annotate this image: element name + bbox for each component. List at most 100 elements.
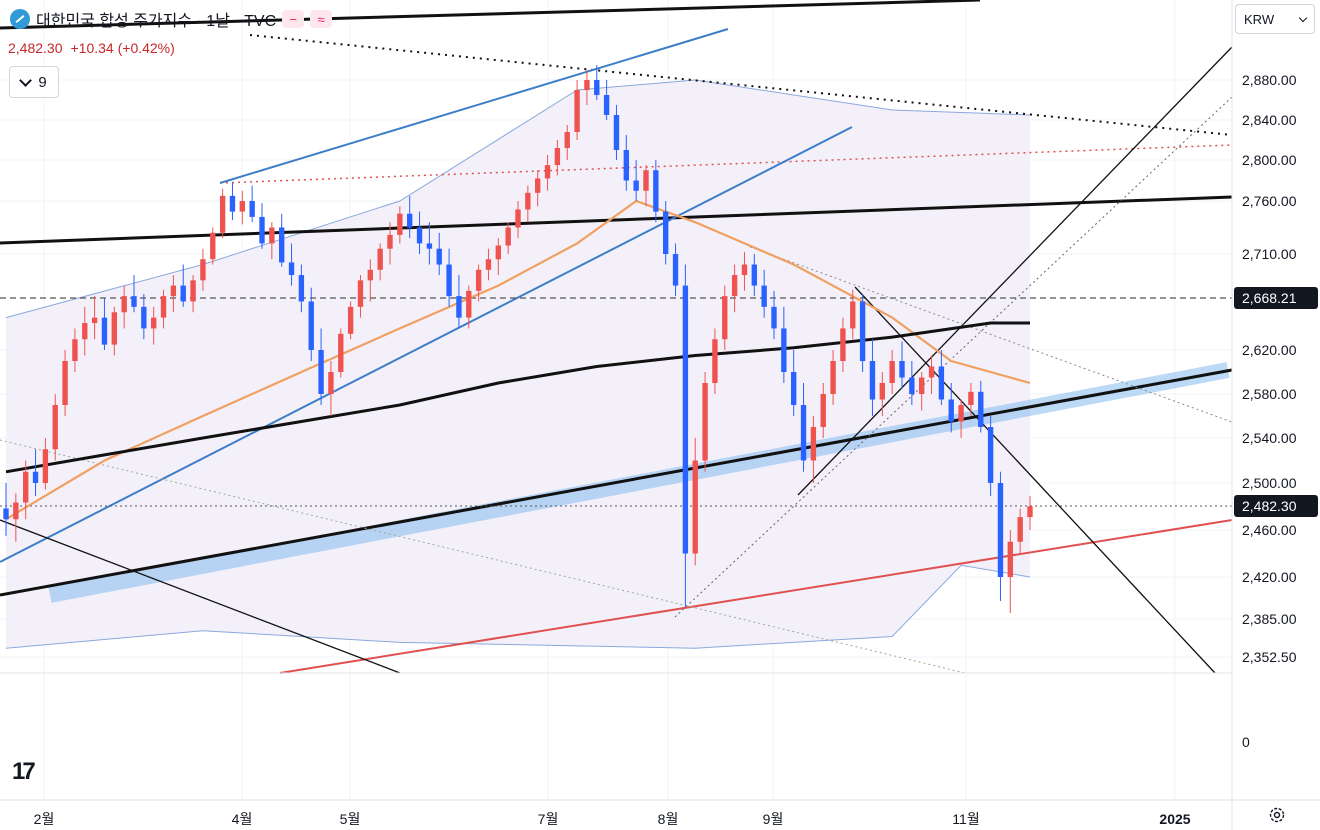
currency-label: KRW xyxy=(1244,11,1275,27)
settings-gear-icon[interactable] xyxy=(1268,806,1286,824)
candle-body xyxy=(111,312,117,345)
price-tick-label: 2,420.00 xyxy=(1242,569,1297,585)
candle-body xyxy=(160,296,167,318)
candle-body xyxy=(288,262,295,276)
candle-body xyxy=(653,170,659,212)
candle-body xyxy=(42,449,49,483)
indicators-collapse-button[interactable]: 9 xyxy=(9,66,59,98)
price-tick-label: 2,540.00 xyxy=(1242,430,1297,446)
price-tick-label: 2,800.00 xyxy=(1242,152,1297,168)
candle-body xyxy=(269,227,275,244)
symbol-title[interactable]: 대한민국 합성 주가지수 · 1날 · TVC xyxy=(36,13,277,30)
candle-body xyxy=(387,234,393,249)
price-tick-label: 2,352.50 xyxy=(1242,649,1297,665)
candle-body xyxy=(456,296,462,318)
candle-body xyxy=(200,259,206,281)
candle-body xyxy=(505,227,511,246)
candle-body xyxy=(791,372,797,405)
price-label-text: 2,482.30 xyxy=(1242,498,1297,514)
candle-body xyxy=(928,366,935,378)
candle-body xyxy=(121,296,127,313)
price-tick-label: 2,880.00 xyxy=(1242,72,1297,88)
candle-body xyxy=(475,269,482,291)
price-tick-label: 2,760.00 xyxy=(1242,193,1297,209)
time-tick-label: 7월 xyxy=(538,811,559,827)
black-thin-line-up xyxy=(797,46,1233,496)
candle-body xyxy=(682,285,689,554)
black-trendline-upper xyxy=(0,195,1233,245)
time-tick-label: 9월 xyxy=(763,811,784,827)
candle-body xyxy=(810,427,817,461)
candle-body xyxy=(397,213,403,235)
candle-body xyxy=(613,115,620,150)
candle-body xyxy=(712,339,718,383)
price-tick-label: 2,385.00 xyxy=(1242,611,1297,627)
pink-indicator-button[interactable]: − xyxy=(282,10,305,28)
candle-body xyxy=(702,383,708,461)
candle-body xyxy=(407,213,413,228)
bollinger-lower xyxy=(5,564,1031,649)
time-tick-label: 2월 xyxy=(34,811,55,827)
candle-body xyxy=(485,259,492,270)
candle-body xyxy=(535,178,541,193)
candle-body xyxy=(692,460,698,554)
candle-body xyxy=(23,471,29,503)
candle-body xyxy=(574,90,580,132)
candle-series xyxy=(3,65,1033,613)
black-trendline-top xyxy=(0,0,981,30)
candle-body xyxy=(850,301,856,329)
currency-select[interactable]: KRW xyxy=(1235,4,1315,34)
time-tick-label: 5월 xyxy=(340,811,361,827)
candle-body xyxy=(446,264,452,297)
price-tick-label: 2,620.00 xyxy=(1242,342,1297,358)
candle-body xyxy=(830,361,836,394)
candle-body xyxy=(731,275,738,297)
black-trendline-lower xyxy=(0,368,1233,597)
red-dotted-line xyxy=(219,144,1233,184)
candle-body xyxy=(623,150,629,181)
candle-body xyxy=(347,306,354,334)
candle-body xyxy=(82,323,88,340)
candle-body xyxy=(328,372,334,394)
candle-body xyxy=(141,306,147,329)
candle-body xyxy=(377,248,383,270)
candle-body xyxy=(997,483,1004,577)
candle-body xyxy=(544,165,551,179)
green-dotted-line xyxy=(0,439,966,674)
candle-body xyxy=(554,148,561,166)
candle-body xyxy=(859,301,866,361)
channel-upper xyxy=(219,28,729,184)
dotted-diag-up xyxy=(674,96,1233,618)
wave-indicator-button[interactable]: ≈ xyxy=(310,10,333,28)
candle-body xyxy=(515,209,521,228)
candle-body xyxy=(987,427,994,483)
candle-body xyxy=(131,296,137,307)
candle-body xyxy=(948,399,954,422)
candle-body xyxy=(101,317,108,345)
drawing-tools[interactable] xyxy=(0,0,1233,674)
red-support-line xyxy=(279,519,1233,674)
price-tick-label: 2,840.00 xyxy=(1242,112,1297,128)
bollinger-band xyxy=(5,79,1031,649)
candle-body xyxy=(13,502,19,520)
candle-body xyxy=(771,306,777,329)
candle-body xyxy=(584,80,590,90)
candle-body xyxy=(978,391,984,427)
candle-body xyxy=(219,195,226,233)
candle-body xyxy=(357,280,364,307)
tradingview-logo[interactable]: 17 xyxy=(12,758,36,785)
candle-body xyxy=(3,508,9,520)
chevron-down-icon xyxy=(1298,13,1308,22)
candle-body xyxy=(151,317,157,329)
candle-body xyxy=(663,211,669,254)
price-tick-label: 2,500.00 xyxy=(1242,475,1297,491)
candle-body xyxy=(899,361,905,378)
symbol-logo-icon[interactable] xyxy=(10,9,30,29)
candle-body xyxy=(52,405,58,450)
black-thin-line-left xyxy=(0,519,401,674)
candle-body xyxy=(840,328,846,361)
candle-body xyxy=(633,180,639,191)
candle-body xyxy=(958,405,964,422)
